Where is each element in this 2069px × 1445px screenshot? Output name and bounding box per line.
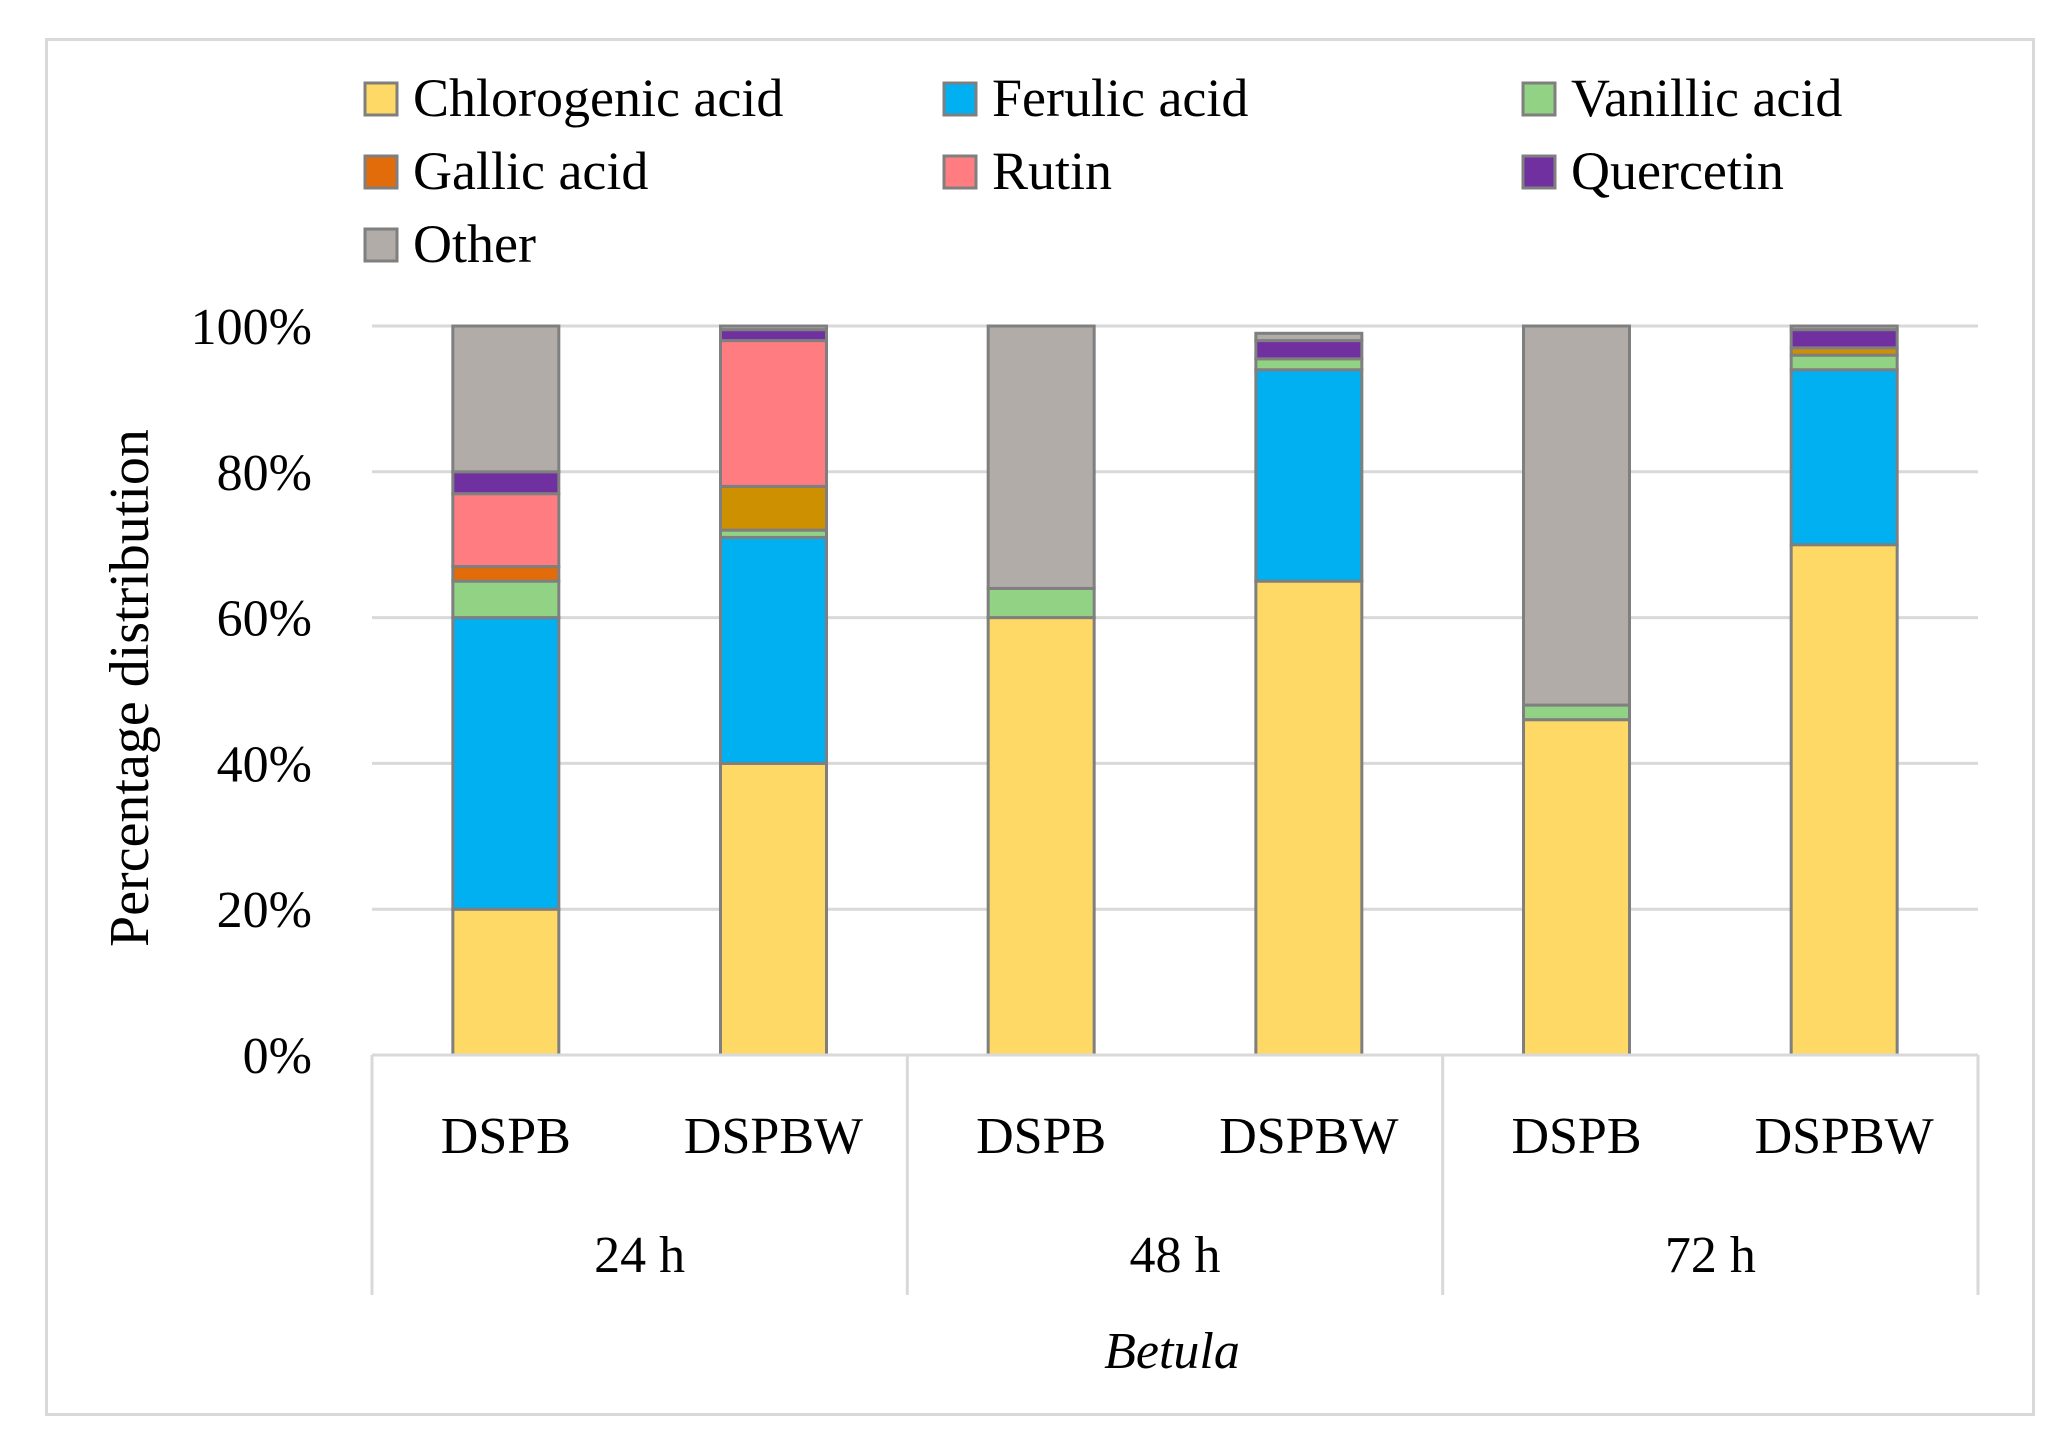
bar-segment-unlabeled — [719, 484, 828, 532]
x-tick-label: DSPB — [976, 1108, 1106, 1165]
y-tick-label: 40% — [217, 736, 312, 793]
bar-segment-chlorogenic-acid — [986, 616, 1096, 1057]
bar-segment-vanillic-acid — [451, 579, 561, 620]
bar-segment-vanillic-acid — [1522, 703, 1631, 722]
y-tick-label: 100% — [191, 299, 312, 356]
bar-segment-ferulic-acid — [1789, 368, 1899, 547]
x-tick-label: DSPBW — [1755, 1108, 1934, 1165]
bar-segment-other — [1522, 324, 1631, 707]
bar-segment-rutin — [719, 339, 828, 488]
legend-swatch — [363, 81, 399, 117]
bar-segment-other — [1254, 331, 1364, 343]
legend-label: Other — [413, 214, 536, 274]
legend-label: Ferulic acid — [992, 68, 1248, 128]
x-axis-title: Betula — [1104, 1323, 1240, 1380]
bar-segment-chlorogenic-acid — [1522, 718, 1631, 1057]
legend-label: Gallic acid — [413, 141, 648, 201]
bar-segment-chlorogenic-acid — [1254, 579, 1364, 1057]
bar-segment-rutin — [451, 492, 561, 569]
bar-segment-other — [986, 324, 1096, 590]
x-tick-label: DSPB — [441, 1108, 571, 1165]
bar-segment-chlorogenic-acid — [451, 907, 561, 1057]
y-tick-label: 20% — [217, 882, 312, 939]
bar-segment-other — [719, 324, 828, 332]
y-axis: 0% 20% 40% 60% 80% 100% — [191, 299, 312, 1085]
legend-swatch — [363, 154, 399, 190]
x-axis: DSPB DSPBW DSPB DSPBW DSPB DSPBW 24 h 48 h 72 h — [370, 1053, 1980, 1295]
bar-segment-quercetin — [1789, 328, 1899, 350]
bar-segment-vanillic-acid — [1254, 357, 1364, 372]
bar-segment-quercetin — [1254, 339, 1364, 361]
legend-swatch — [942, 154, 978, 190]
x-group-label: 24 h — [594, 1227, 685, 1284]
gridlines — [372, 324, 1978, 911]
y-tick-label: 80% — [217, 445, 312, 502]
bar-segment-ferulic-acid — [719, 535, 828, 765]
bar-segment-other — [1789, 324, 1899, 332]
x-tick-label: DSPBW — [684, 1108, 863, 1165]
y-axis-title: Percentage distribution — [99, 429, 161, 947]
bar-segment-vanillic-acid — [1789, 353, 1899, 372]
bar-segment-chlorogenic-acid — [719, 761, 828, 1057]
legend-label: Chlorogenic acid — [413, 68, 783, 128]
bar-segment-quercetin — [719, 328, 828, 343]
x-group-label: 48 h — [1130, 1227, 1221, 1284]
y-tick-label: 60% — [217, 591, 312, 648]
bars — [451, 324, 1899, 1057]
x-tick-label: DSPB — [1511, 1108, 1641, 1165]
bar-segment-other — [451, 324, 561, 474]
x-group-label: 72 h — [1665, 1227, 1756, 1284]
bar-segment-ferulic-acid — [451, 616, 561, 911]
x-tick-label: DSPBW — [1219, 1108, 1398, 1165]
legend-swatch — [1521, 81, 1557, 117]
y-tick-label: 0% — [243, 1028, 312, 1085]
legend-label: Rutin — [992, 141, 1112, 201]
bar-segment-quercetin — [451, 470, 561, 496]
legend-swatch — [942, 81, 978, 117]
legend-label: Vanillic acid — [1571, 68, 1842, 128]
legend: Chlorogenic acid Ferulic acid Vanillic aci… — [363, 68, 1842, 274]
bar-segment-ferulic-acid — [1254, 368, 1364, 583]
legend-label: Quercetin — [1571, 141, 1784, 201]
bar-segment-chlorogenic-acid — [1789, 543, 1899, 1057]
legend-swatch — [363, 227, 399, 263]
bar-segment-gallic-acid — [451, 565, 561, 583]
legend-swatch — [1521, 154, 1557, 190]
bar-segment-vanillic-acid — [986, 586, 1096, 620]
